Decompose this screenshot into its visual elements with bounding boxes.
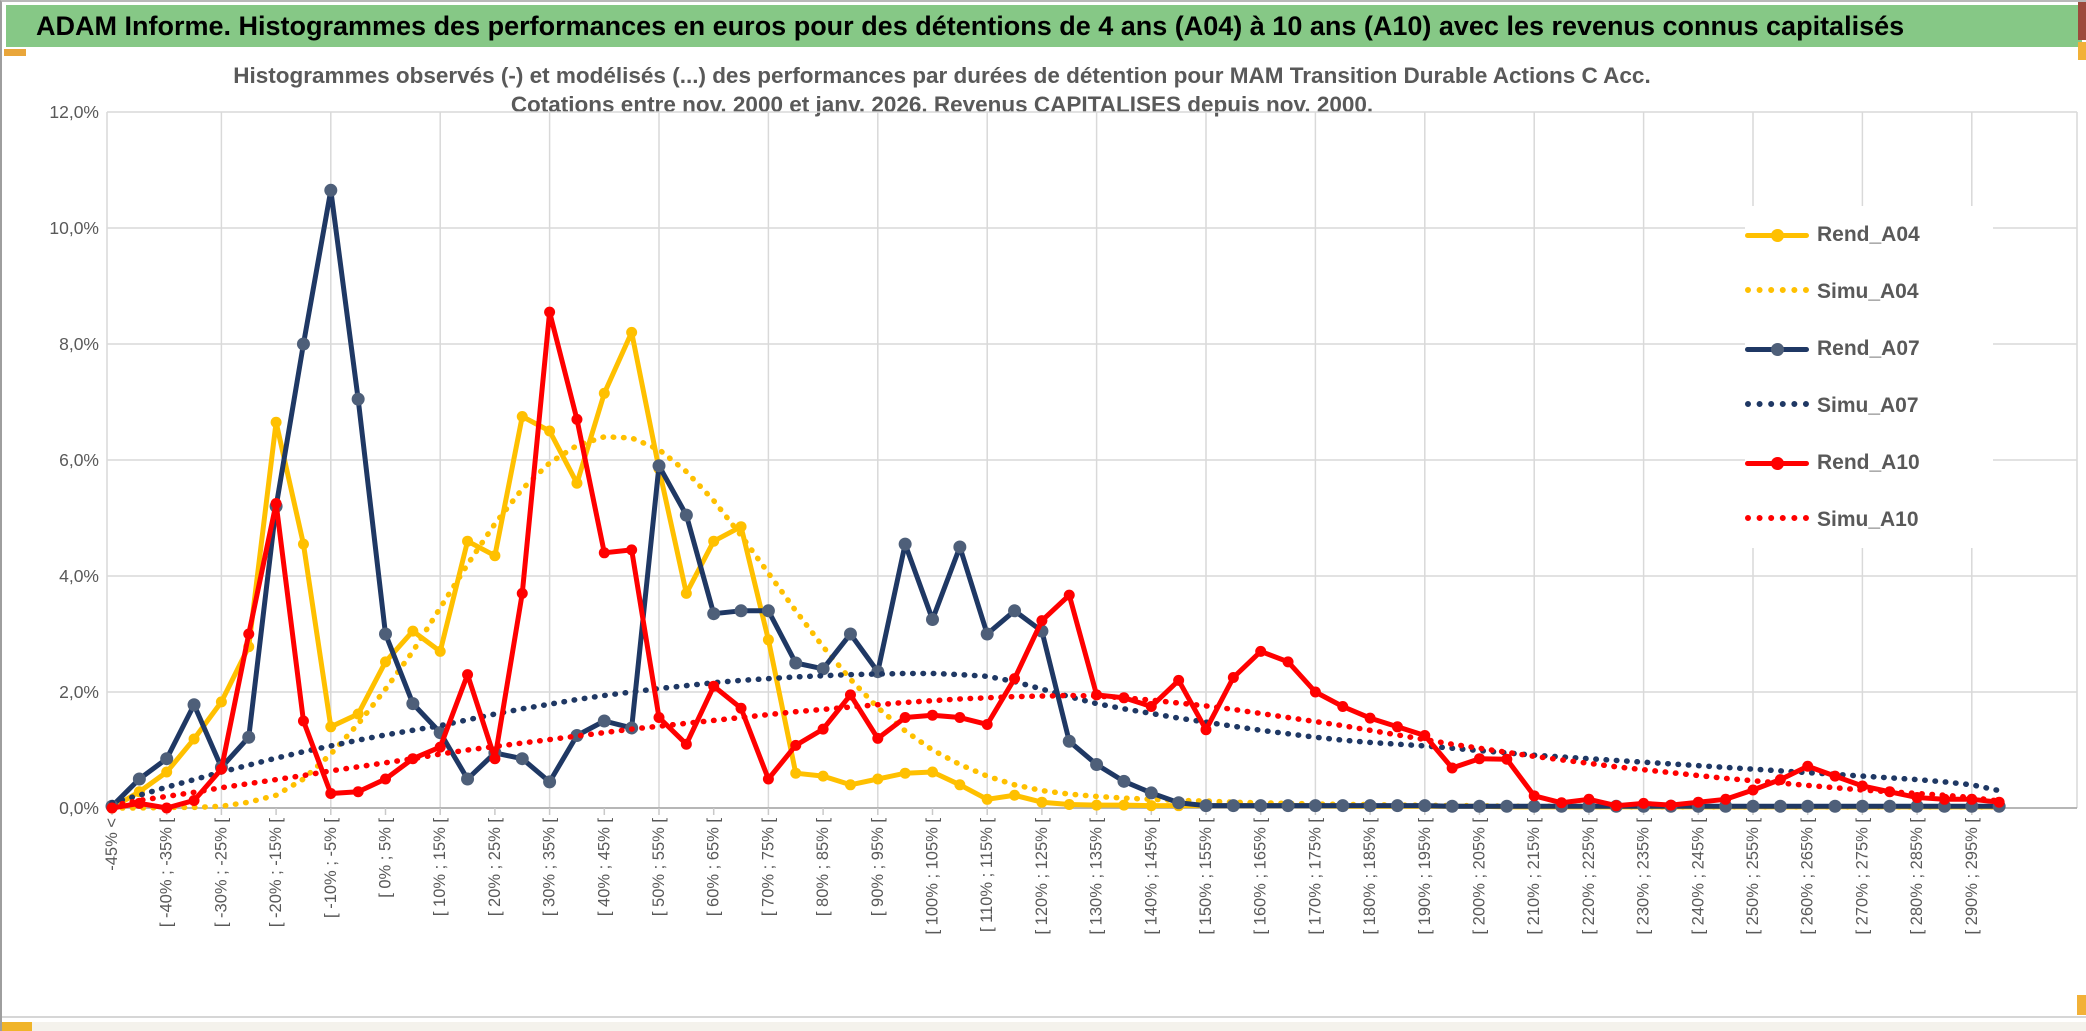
svg-text:[ 230% ; 235% [: [ 230% ; 235% [ <box>1635 818 1653 935</box>
svg-text:[ 70% ; 75% [: [ 70% ; 75% [ <box>759 818 777 917</box>
svg-text:10,0%: 10,0% <box>49 218 99 238</box>
legend-item-Simu_A04[interactable]: Simu_A04 <box>1745 263 1993 320</box>
markers-Rend_A10 <box>106 306 2005 814</box>
svg-text:[ 20% ; 25% [: [ 20% ; 25% [ <box>486 818 504 917</box>
legend-label: Simu_A10 <box>1817 507 1919 531</box>
svg-text:[ 140% ; 145% [: [ 140% ; 145% [ <box>1142 818 1160 935</box>
chart-title-line2: Cotations entre nov. 2000 et janv. 2026.… <box>510 92 1374 117</box>
chart-title: Histogrammes observés (-) et modélisés (… <box>162 61 1722 119</box>
legend-label: Rend_A04 <box>1817 222 1920 246</box>
svg-text:[ 260% ; 265% [: [ 260% ; 265% [ <box>1799 818 1817 935</box>
series-Simu_A10 <box>109 692 2002 809</box>
x-axis-labels: -45% < [ -40% ; -35% [ [ -30% ; -25% [ [ -2… <box>103 818 1981 935</box>
chart-title-line1: Histogrammes observés (-) et modélisés (… <box>233 63 1651 88</box>
legend-sample-solid-icon <box>1745 342 1809 356</box>
svg-text:8,0%: 8,0% <box>59 334 99 354</box>
legend-sample-dotted-icon <box>1745 513 1809 527</box>
svg-text:[ 100% ; 105% [: [ 100% ; 105% [ <box>924 818 942 935</box>
svg-text:[ 240% ; 245% [: [ 240% ; 245% [ <box>1689 818 1707 935</box>
legend-item-Simu_A07[interactable]: Simu_A07 <box>1745 377 1993 434</box>
svg-text:[ 110% ; 115% [: [ 110% ; 115% [ <box>978 818 996 932</box>
svg-text:[ 50% ; 55% [: [ 50% ; 55% [ <box>650 818 668 917</box>
banner-title: ADAM Informe. Histogrammes des performan… <box>6 5 2082 47</box>
bottom-left-yellow-tab <box>2 1022 32 1031</box>
legend-item-Rend_A04[interactable]: Rend_A04 <box>1745 206 1993 263</box>
svg-text:6,0%: 6,0% <box>59 450 99 470</box>
legend-label: Simu_A04 <box>1817 279 1919 303</box>
svg-text:[ 0% ; 5% [: [ 0% ; 5% [ <box>377 818 395 898</box>
legend-sample-solid-icon <box>1745 228 1809 242</box>
legend-item-Simu_A10[interactable]: Simu_A10 <box>1745 491 1993 548</box>
svg-text:[ -40% ; -35% [: [ -40% ; -35% [ <box>158 818 176 928</box>
svg-text:[ 250% ; 255% [: [ 250% ; 255% [ <box>1744 818 1762 935</box>
svg-text:4,0%: 4,0% <box>59 566 99 586</box>
svg-text:[ 290% ; 295% [: [ 290% ; 295% [ <box>1963 818 1981 935</box>
svg-text:[ -30% ; -25% [: [ -30% ; -25% [ <box>212 818 230 928</box>
chart-legend: Rend_A04 Simu_A04 Rend_A07 Simu_A07 Rend_A10… <box>1745 206 1993 548</box>
svg-text:[ 270% ; 275% [: [ 270% ; 275% [ <box>1853 818 1871 935</box>
legend-sample-dotted-icon <box>1745 399 1809 413</box>
frame-accent-bottom-right-yellow <box>2077 995 2086 1015</box>
svg-text:[ 160% ; 165% [: [ 160% ; 165% [ <box>1252 818 1270 935</box>
bottom-scroll-strip[interactable] <box>32 1022 2086 1031</box>
svg-text:0,0%: 0,0% <box>59 798 99 818</box>
series-Rend_A10 <box>106 306 2005 814</box>
svg-text:[ 80% ; 85% [: [ 80% ; 85% [ <box>814 818 832 917</box>
series-Simu_A04 <box>109 434 2002 811</box>
svg-text:[ 180% ; 185% [: [ 180% ; 185% [ <box>1361 818 1379 935</box>
svg-text:-45% <: -45% < <box>103 818 121 871</box>
svg-text:[ 120% ; 125% [: [ 120% ; 125% [ <box>1033 818 1051 935</box>
svg-text:[ -20% ; -15% [: [ -20% ; -15% [ <box>267 818 285 928</box>
svg-text:[ 280% ; 285% [: [ 280% ; 285% [ <box>1908 818 1926 935</box>
legend-sample-dotted-icon <box>1745 285 1809 299</box>
legend-label: Simu_A07 <box>1817 393 1919 417</box>
legend-label: Rend_A07 <box>1817 336 1920 360</box>
svg-text:[ 190% ; 195% [: [ 190% ; 195% [ <box>1416 818 1434 935</box>
frame-accent-top-left <box>4 49 26 56</box>
svg-text:[ 170% ; 175% [: [ 170% ; 175% [ <box>1306 818 1324 935</box>
frame-accent-top-right-red <box>2078 2 2086 40</box>
legend-label: Rend_A10 <box>1817 450 1920 474</box>
svg-text:12,0%: 12,0% <box>49 102 99 122</box>
series-Simu_A07 <box>109 670 2002 806</box>
svg-text:[ 220% ; 225% [: [ 220% ; 225% [ <box>1580 818 1598 935</box>
markers-Rend_A07 <box>105 183 2006 813</box>
svg-text:[ 60% ; 65% [: [ 60% ; 65% [ <box>705 818 723 917</box>
svg-text:[ 10% ; 15% [: [ 10% ; 15% [ <box>431 818 449 917</box>
bottom-divider-line <box>2 1016 2086 1018</box>
legend-sample-solid-icon <box>1745 456 1809 470</box>
svg-text:[ -10% ; -5% [: [ -10% ; -5% [ <box>322 818 340 918</box>
svg-text:[ 90% ; 95% [: [ 90% ; 95% [ <box>869 818 887 917</box>
svg-text:[ 130% ; 135% [: [ 130% ; 135% [ <box>1088 818 1106 935</box>
legend-item-Rend_A10[interactable]: Rend_A10 <box>1745 434 1993 491</box>
y-axis-labels: 0,0% 2,0% 4,0% 6,0% 8,0% 10,0% 12,0% <box>49 102 99 818</box>
svg-text:[ 200% ; 205% [: [ 200% ; 205% [ <box>1471 818 1489 935</box>
frame-accent-top-right-yellow <box>2078 42 2086 60</box>
series-Rend_A04 <box>106 326 2005 814</box>
svg-text:[ 40% ; 45% [: [ 40% ; 45% [ <box>595 818 613 917</box>
svg-text:2,0%: 2,0% <box>59 682 99 702</box>
markers-Rend_A04 <box>106 326 2005 814</box>
svg-text:[ 150% ; 155% [: [ 150% ; 155% [ <box>1197 818 1215 935</box>
svg-text:[ 210% ; 215% [: [ 210% ; 215% [ <box>1525 818 1543 935</box>
svg-text:[ 30% ; 35% [: [ 30% ; 35% [ <box>541 818 559 917</box>
series-Rend_A07 <box>105 183 2006 813</box>
legend-item-Rend_A07[interactable]: Rend_A07 <box>1745 320 1993 377</box>
